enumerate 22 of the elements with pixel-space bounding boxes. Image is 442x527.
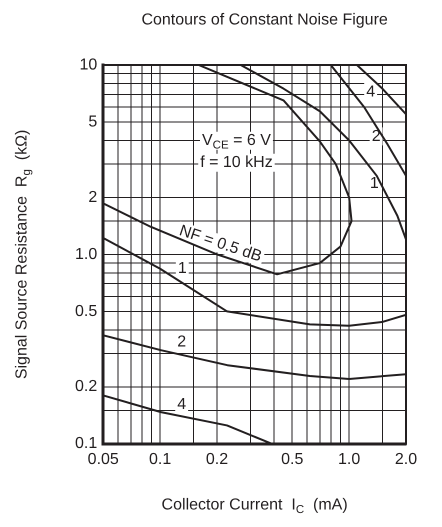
- annotation: 2: [177, 333, 186, 350]
- x-tick-label: 0.2: [206, 450, 228, 468]
- annotation: 1: [370, 174, 379, 192]
- y-tick-label: 0.1: [74, 435, 98, 452]
- x-tick-label: 0.1: [149, 450, 172, 468]
- chart-title: Contours of Constant Noise Figure: [141, 11, 388, 28]
- y-tick-label: 10: [79, 56, 98, 74]
- x-tick-label: 1.0: [338, 450, 360, 468]
- y-tick-label: 0.2: [74, 378, 98, 396]
- y-tick-label: 1.0: [74, 246, 98, 263]
- y-tick-label: 5: [88, 113, 98, 130]
- x-tick-label: 0.5: [281, 450, 304, 468]
- y-tick-label: 0.5: [74, 302, 98, 320]
- annotation: 4: [366, 83, 376, 100]
- y-tick-label: 2: [88, 188, 98, 206]
- x-tick-label: 2.0: [394, 450, 418, 468]
- annotation: 1: [178, 260, 187, 278]
- y-axis-title: Signal Source Resistance Rg (kΩ): [13, 130, 33, 380]
- annotation: 2: [372, 128, 381, 145]
- x-tick-label: 0.05: [88, 450, 119, 468]
- annotation: 4: [177, 396, 186, 414]
- annotation: f = 10 kHz: [200, 154, 273, 172]
